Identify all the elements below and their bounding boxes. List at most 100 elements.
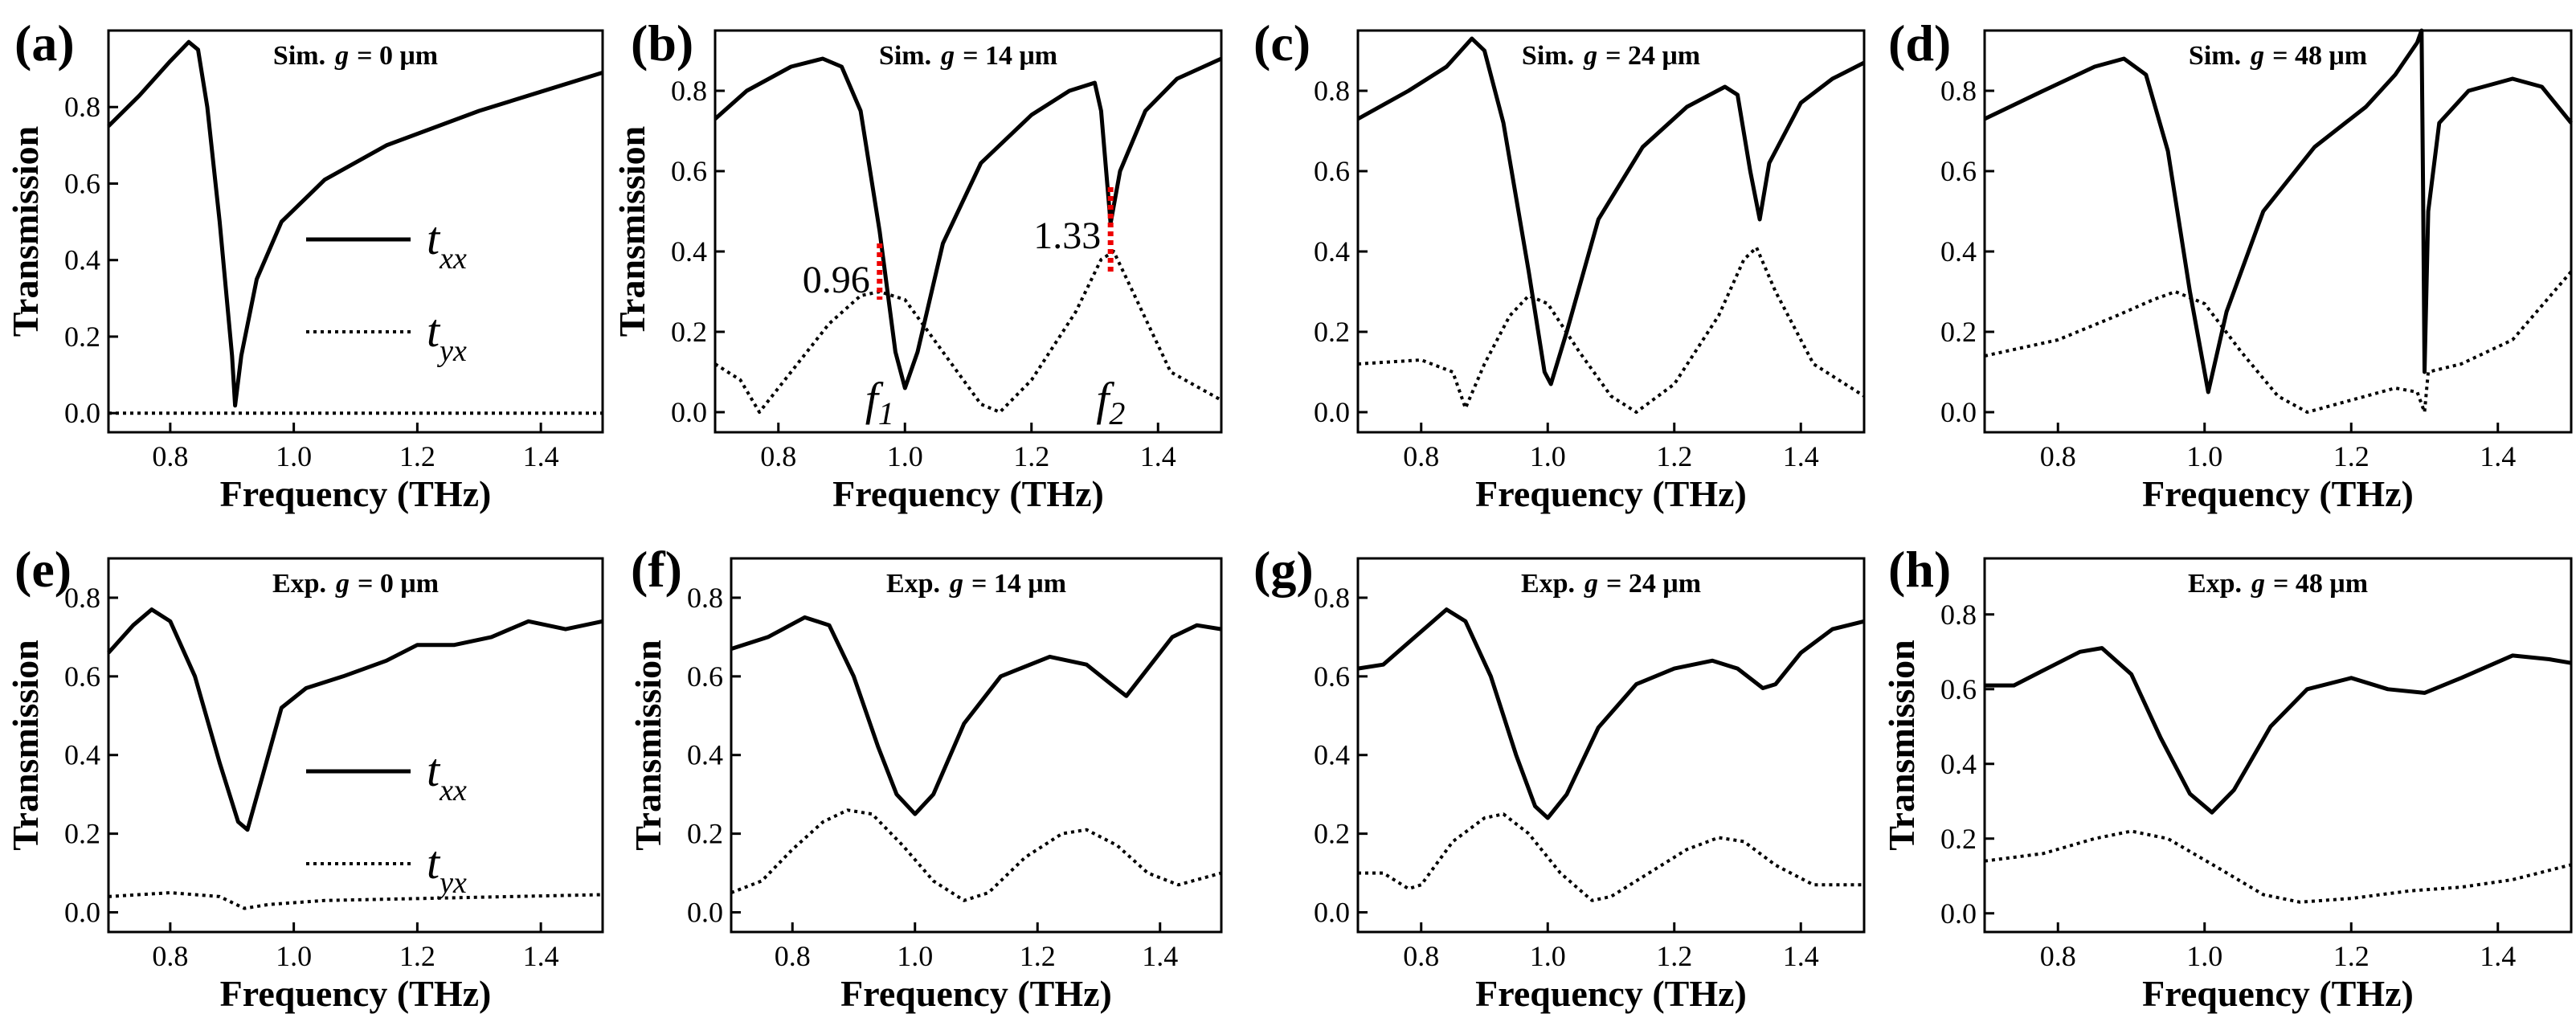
plot-frame <box>730 557 1223 934</box>
y-tick-label: 0.0 <box>1314 897 1350 929</box>
x-axis-label: Frequency (THz) <box>220 973 492 1014</box>
chart-panel-c: (c)0.8 1.0 1.2 1.40.00.20.40.60.8Frequency … <box>1253 14 1866 514</box>
y-tick-label: 0.0 <box>1940 897 1977 930</box>
inner-title: Sim. g = 48 μm <box>2189 41 2367 71</box>
series-txx <box>730 615 1222 816</box>
inner-title: Exp. g = 24 μm <box>1521 569 1701 599</box>
panel-label: (a) <box>14 14 75 72</box>
y-tick-label: 0.4 <box>1940 748 1977 780</box>
y-axis-label: Transmission <box>5 126 46 337</box>
x-tick-label: 0.8 <box>1403 440 1439 472</box>
panel-label: (h) <box>1888 541 1951 598</box>
series-tyx <box>1984 829 2572 904</box>
x-axis-label: Frequency (THz) <box>220 473 492 514</box>
y-tick-label: 0.2 <box>1314 818 1350 850</box>
x-tick-label: 1.0 <box>1530 940 1566 972</box>
panel-label: (g) <box>1253 541 1314 598</box>
series-tyx <box>1357 246 1866 414</box>
x-axis-label: Frequency (THz) <box>832 473 1104 514</box>
y-tick-label: 0.4 <box>64 739 100 771</box>
y-tick-label: 0.0 <box>1940 396 1977 428</box>
plot-frame <box>107 557 604 934</box>
chart-panel-g: (g)0.8 1.0 1.2 1.40.00.20.40.60.8Frequency … <box>1253 541 1866 1014</box>
series-txx <box>714 56 1223 390</box>
y-tick-label: 0.0 <box>64 397 100 429</box>
resonance-f-label: f2 <box>1096 373 1125 431</box>
y-tick-label: 0.0 <box>687 897 723 929</box>
panel-label: (d) <box>1888 14 1951 72</box>
y-tick-label: 0.6 <box>687 660 723 693</box>
x-tick-label: 1.4 <box>1140 440 1176 472</box>
x-tick-label: 1.4 <box>523 440 559 472</box>
y-tick-label: 0.2 <box>671 316 707 348</box>
plot-frame <box>1983 557 2573 934</box>
y-axis-label: Transmission <box>628 640 669 850</box>
y-tick-label: 0.8 <box>1940 75 1977 107</box>
x-tick-label: 0.8 <box>2040 940 2076 972</box>
series-tyx <box>1358 812 1864 902</box>
inner-title: Sim. g = 0 μm <box>273 41 438 71</box>
y-axis-label: Transmission <box>1881 640 1922 850</box>
x-tick-label: 1.2 <box>399 440 435 472</box>
y-tick-label: 0.2 <box>64 818 100 850</box>
y-tick-label: 0.8 <box>1940 599 1977 631</box>
plot-frame <box>714 29 1223 434</box>
y-axis-label: Transmission <box>611 126 652 337</box>
y-tick-label: 0.4 <box>687 739 723 771</box>
legend-label: txx <box>427 744 467 807</box>
series-tyx <box>714 250 1222 414</box>
y-tick-label: 0.8 <box>1314 75 1350 107</box>
y-tick-label: 0.6 <box>1314 660 1350 693</box>
series-txx <box>1357 607 1865 820</box>
chart-panel-h: (h)0.8 1.0 1.2 1.40.00.20.40.60.8Frequency … <box>1881 541 2573 1014</box>
y-tick-label: 0.8 <box>64 582 100 614</box>
x-tick-label: 0.8 <box>152 440 188 472</box>
x-axis-label: Frequency (THz) <box>1475 973 1747 1014</box>
inner-title: Sim. g = 14 μm <box>879 41 1057 71</box>
x-tick-label: 1.0 <box>276 940 312 972</box>
y-tick-label: 0.4 <box>671 235 707 268</box>
legend-label: txx <box>427 212 467 276</box>
x-tick-label: 1.2 <box>1656 940 1692 972</box>
y-tick-label: 0.6 <box>64 167 100 199</box>
x-tick-label: 1.2 <box>2333 940 2370 972</box>
x-tick-label: 1.2 <box>1013 440 1049 472</box>
x-tick-label: 1.4 <box>2480 940 2516 972</box>
x-tick-label: 0.8 <box>775 940 811 972</box>
resonance-value-label: 1.33 <box>1033 215 1101 257</box>
series-txx <box>1983 28 2573 394</box>
inner-title: Exp. g = 0 μm <box>272 569 439 599</box>
chart-panel-d: (d)0.8 1.0 1.2 1.40.00.20.40.60.8Frequency … <box>1888 14 2573 514</box>
inner-title: Exp. g = 48 μm <box>2188 569 2368 599</box>
y-tick-label: 0.4 <box>1314 739 1350 771</box>
plot-frame <box>1356 29 1866 434</box>
y-tick-label: 0.8 <box>671 75 707 107</box>
x-tick-label: 1.2 <box>1020 940 1056 972</box>
x-tick-label: 1.2 <box>1656 440 1692 472</box>
y-tick-label: 0.4 <box>1940 235 1977 268</box>
y-tick-label: 0.6 <box>64 660 100 693</box>
y-tick-label: 0.0 <box>64 897 100 929</box>
x-tick-label: 0.8 <box>760 440 796 472</box>
series-tyx <box>730 808 1222 902</box>
series-tyx <box>1984 270 2573 414</box>
y-tick-label: 0.2 <box>1940 316 1977 348</box>
series-txx <box>107 607 603 832</box>
y-tick-label: 0.2 <box>687 818 723 850</box>
y-tick-label: 0.6 <box>1314 155 1350 187</box>
y-tick-label: 0.0 <box>671 396 707 428</box>
plot-frame <box>1356 557 1866 934</box>
x-tick-label: 0.8 <box>152 940 188 972</box>
inner-title: Sim. g = 24 μm <box>1522 41 1700 71</box>
y-tick-label: 0.8 <box>64 91 100 123</box>
y-tick-label: 0.0 <box>1314 396 1350 428</box>
x-tick-label: 0.8 <box>2040 440 2076 472</box>
inner-title: Exp. g = 14 μm <box>886 569 1066 599</box>
x-tick-label: 1.4 <box>2480 440 2516 472</box>
y-tick-label: 0.2 <box>1314 316 1350 348</box>
y-tick-label: 0.8 <box>687 582 723 614</box>
resonance-value-label: 0.96 <box>803 259 870 301</box>
x-tick-label: 1.0 <box>887 440 923 472</box>
y-tick-label: 0.4 <box>1314 235 1350 268</box>
